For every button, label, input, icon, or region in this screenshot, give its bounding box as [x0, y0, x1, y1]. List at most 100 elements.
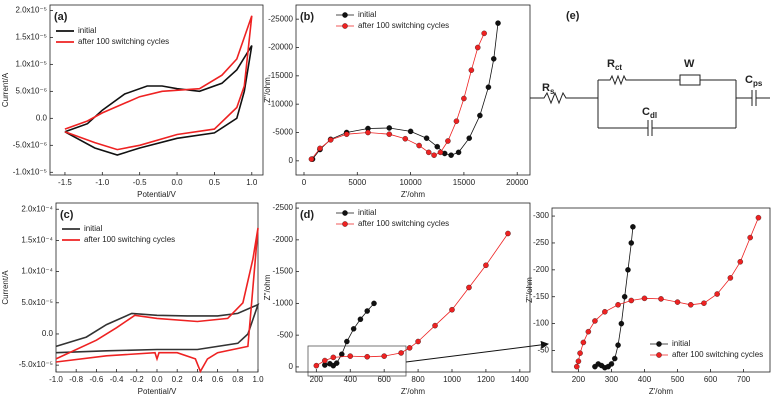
data-point — [350, 326, 357, 332]
y-tick-label: 1.5x10⁻⁵ — [15, 32, 47, 41]
y-tick-label: -1.0x10⁻⁵ — [13, 167, 47, 176]
data-point — [481, 30, 487, 37]
panel-label: (b) — [300, 11, 314, 23]
data-point — [575, 358, 582, 364]
data-point — [402, 135, 409, 142]
x-axis-label: Z'/ohm — [401, 387, 426, 396]
data-point — [658, 296, 664, 302]
data-point — [628, 297, 635, 304]
legend-label: initial — [358, 208, 376, 217]
y-tick-label: 2.0x10⁻⁵ — [15, 6, 47, 15]
y-tick-label: -300 — [533, 211, 550, 220]
legend-marker — [342, 210, 348, 216]
y-tick-label: 0.0 — [42, 329, 54, 338]
data-point — [437, 149, 444, 156]
x-tick-label: -1.0 — [49, 375, 63, 384]
data-point — [330, 354, 337, 361]
x-tick-label: 0.8 — [232, 375, 244, 384]
x-tick-label: -0.4 — [110, 375, 124, 384]
legend-marker — [656, 352, 662, 358]
x-tick-label: 1400 — [511, 375, 529, 384]
component-label: Rct — [607, 58, 622, 72]
x-tick-label: 1200 — [477, 375, 495, 384]
x-tick-label: 20000 — [506, 178, 529, 187]
data-point — [445, 138, 451, 144]
data-point — [737, 259, 744, 265]
data-point — [701, 300, 707, 306]
zoom-box — [307, 345, 407, 377]
x-tick-label: 600 — [377, 375, 391, 384]
y-tick-label: 0 — [289, 156, 294, 165]
y-tick-label: 5.0x10⁻⁵ — [21, 298, 53, 307]
legend-marker — [342, 23, 348, 29]
zoom-arrow — [405, 340, 549, 363]
panel-label: (d) — [300, 209, 314, 221]
x-tick-label: 0 — [302, 178, 307, 187]
x-tick-label: 400 — [344, 375, 358, 384]
data-point — [308, 156, 315, 162]
x-tick-label: 200 — [310, 375, 324, 384]
legend-label: after 100 switching cycles — [358, 21, 449, 30]
legend-marker — [656, 341, 662, 347]
data-point — [461, 95, 467, 102]
data-point — [466, 135, 472, 141]
x-axis-label: Z'/ohm — [649, 387, 674, 396]
data-point — [615, 342, 621, 348]
y-tick-label: -50 — [537, 346, 549, 355]
data-point — [468, 67, 475, 73]
data-point — [313, 362, 320, 369]
data-point — [641, 295, 648, 302]
y-tick-label: -5000 — [273, 128, 294, 137]
data-point — [714, 291, 720, 297]
data-point — [574, 363, 580, 370]
x-tick-label: 300 — [605, 375, 619, 384]
x-axis-label: Potential/V — [137, 190, 176, 199]
plot-frame — [49, 4, 264, 176]
y-tick-label: -2500 — [273, 203, 294, 212]
y-tick-label: -2000 — [273, 235, 294, 244]
y-tick-label: -20000 — [268, 43, 293, 52]
y-tick-label: -200 — [533, 265, 550, 274]
y-tick-label: 2.0x10⁻⁴ — [21, 204, 53, 213]
data-point — [602, 309, 608, 315]
legend-label: initial — [358, 10, 376, 19]
x-tick-label: 10000 — [399, 178, 422, 187]
data-point — [365, 129, 371, 136]
x-tick-label: 0.0 — [151, 375, 163, 384]
data-point — [381, 353, 387, 359]
series-line — [311, 33, 485, 160]
x-tick-label: 5000 — [348, 178, 366, 187]
x-tick-label: 600 — [704, 375, 718, 384]
data-point — [432, 322, 438, 329]
y-tick-label: 1.0x10⁻⁴ — [21, 267, 53, 276]
data-point — [386, 125, 393, 131]
x-tick-label: 0.5 — [209, 178, 221, 187]
data-point — [344, 338, 350, 345]
legend-label: after 100 switching cycles — [672, 350, 763, 359]
x-tick-label: 0.2 — [172, 375, 184, 384]
data-point — [618, 320, 625, 327]
y-tick-label: 5.0x10⁻⁶ — [15, 86, 47, 95]
legend-label: after 100 switching cycles — [358, 219, 449, 228]
y-tick-label: -150 — [533, 292, 550, 301]
component-label: Cdl — [642, 106, 657, 120]
x-tick-label: -0.2 — [130, 375, 144, 384]
data-point — [505, 230, 511, 237]
x-tick-label: 0.4 — [192, 375, 204, 384]
data-point — [386, 131, 393, 137]
data-point — [343, 131, 350, 137]
data-point — [674, 299, 681, 305]
y-axis-label: Z''/ohm — [263, 274, 272, 300]
legend-label: after 100 switching cycles — [84, 235, 175, 244]
x-tick-label: 15000 — [453, 178, 476, 187]
data-point — [364, 354, 370, 360]
legend-marker — [342, 221, 348, 227]
component-label: Rs — [542, 82, 555, 96]
x-tick-label: -0.8 — [69, 375, 83, 384]
x-tick-label: -1.5 — [58, 178, 72, 187]
data-point — [425, 149, 432, 156]
data-point — [727, 275, 734, 281]
data-point — [585, 328, 592, 335]
data-point — [371, 300, 377, 307]
circuit: (e) Rs Rct W Cdl Cps — [530, 10, 770, 136]
